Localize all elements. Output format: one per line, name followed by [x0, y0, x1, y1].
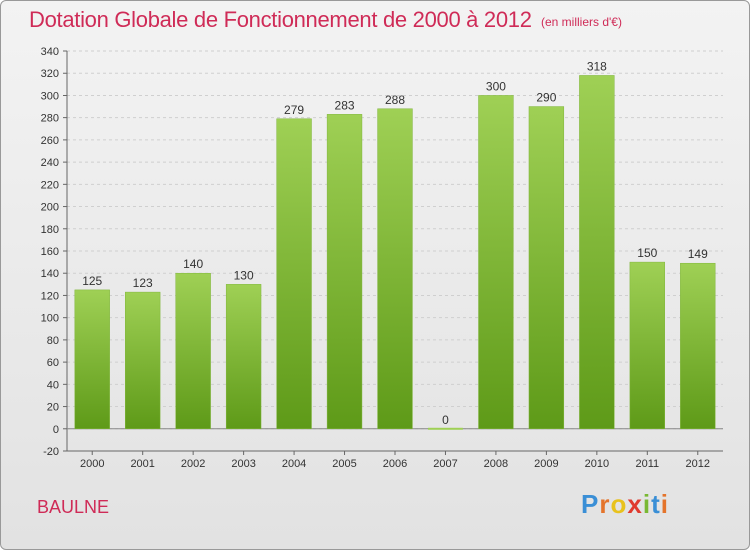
y-tick-label: 240 — [41, 157, 59, 169]
bar-2006 — [377, 108, 413, 430]
data-label: 125 — [82, 274, 102, 288]
y-tick-label: 0 — [53, 424, 59, 436]
y-tick-label: 260 — [41, 135, 59, 147]
bar-2005 — [326, 114, 363, 430]
data-labels: 125 123 140 130 279 283 288 0 300 290 318 150 149 — [82, 59, 708, 426]
x-tick-label: 2006 — [383, 458, 407, 470]
bar-2000 — [74, 289, 110, 430]
x-tick-label: 2009 — [534, 458, 558, 470]
y-tick-label: 140 — [41, 268, 59, 280]
x-tick-label: 2001 — [130, 458, 154, 470]
logo-letter: i — [660, 489, 669, 519]
y-tick-label: 300 — [41, 90, 59, 102]
y-tick-label: 280 — [41, 113, 59, 125]
y-tick-label: 200 — [41, 202, 59, 214]
x-tick-label: 2012 — [686, 458, 710, 470]
x-tick-label: 2010 — [585, 458, 609, 470]
data-label: 130 — [234, 268, 254, 282]
bar-2012 — [680, 262, 716, 430]
data-label: 150 — [637, 246, 657, 260]
x-tick-label: 2004 — [282, 458, 306, 470]
y-tick-label: 340 — [41, 46, 59, 58]
x-tick-label: 2007 — [433, 458, 457, 470]
logo-letter: t — [651, 489, 661, 519]
logo-letter: x — [627, 489, 643, 519]
proxiti-logo: Proxiti — [581, 489, 669, 520]
data-label: 123 — [133, 276, 153, 290]
y-tick-labels: -20 0 20 40 60 80 100 120 140 160 180 200 220 240 260 2… — [41, 46, 59, 458]
y-tick-label: -20 — [43, 446, 59, 458]
bar-2008 — [478, 95, 514, 430]
data-label: 288 — [385, 93, 405, 107]
x-tick-label: 2000 — [80, 458, 104, 470]
bar-2003 — [225, 284, 262, 430]
y-tick-label: 80 — [47, 335, 59, 347]
bars — [74, 75, 716, 430]
logo-letter: o — [610, 489, 628, 519]
x-tick-label: 2003 — [231, 458, 255, 470]
data-label: 279 — [284, 103, 304, 117]
data-label: 318 — [587, 59, 607, 73]
data-label: 140 — [183, 257, 203, 271]
data-label: 290 — [536, 91, 556, 105]
bar-2002 — [175, 272, 211, 430]
y-tick-label: 100 — [41, 313, 59, 325]
x-tick-label: 2002 — [181, 458, 205, 470]
bar-2001 — [125, 291, 161, 430]
x-tick-labels: 2000 2001 2002 2003 2004 2005 2006 2007 2008 2009… — [80, 458, 710, 470]
logo-letter: i — [642, 489, 652, 519]
x-tick-label: 2011 — [635, 458, 659, 470]
y-tick-label: 40 — [47, 379, 59, 391]
data-label: 300 — [486, 79, 506, 93]
commune-name: BAULNE — [37, 497, 110, 517]
logo-letter: P — [581, 489, 600, 519]
y-tick-label: 180 — [41, 224, 59, 236]
x-tick-label: 2008 — [484, 458, 508, 470]
bar-2010 — [579, 75, 615, 430]
data-label: 0 — [442, 413, 449, 427]
bar-2007 — [428, 427, 463, 430]
bar-2004 — [276, 118, 312, 430]
bar-2011 — [629, 261, 665, 430]
chart-title: Dotation Globale de Fonctionnement de 20… — [29, 7, 532, 32]
y-tick-label: 160 — [41, 246, 59, 258]
y-tick-label: 220 — [41, 179, 59, 191]
y-tick-label: 60 — [47, 357, 59, 369]
data-label: 149 — [688, 247, 708, 261]
logo-letter: r — [599, 489, 611, 519]
y-tick-label: 320 — [41, 68, 59, 80]
y-tick-label: 20 — [47, 402, 59, 414]
data-label: 283 — [335, 98, 355, 112]
bar-2009 — [528, 106, 565, 430]
chart-subtitle: (en milliers d'€) — [541, 15, 622, 29]
y-tick-label: 120 — [41, 290, 59, 302]
x-tick-label: 2005 — [332, 458, 356, 470]
